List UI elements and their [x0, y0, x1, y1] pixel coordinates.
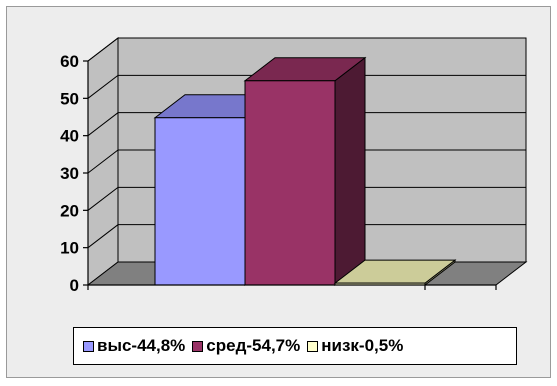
chart-legend: выс-44,8% сред-54,7% низк-0,5% — [73, 327, 517, 365]
bar-side-mid — [334, 56, 366, 287]
gridline — [87, 224, 526, 249]
y-tick-label: 50 — [60, 89, 79, 108]
legend-label-low: низк-0,5% — [321, 336, 404, 355]
bar-high — [154, 117, 246, 286]
legend-swatch-mid — [192, 340, 204, 352]
legend-item-low: низк-0,5% — [307, 336, 403, 356]
gridline — [87, 149, 526, 174]
legend-label-mid: сред-54,7% — [206, 336, 301, 355]
gridline — [87, 37, 526, 62]
y-tick-label: 0 — [70, 276, 79, 295]
y-tick-label: 40 — [60, 127, 79, 146]
gridline — [87, 74, 526, 99]
y-tick-label: 10 — [60, 239, 79, 258]
gridline — [87, 186, 526, 211]
y-tick-label: 20 — [60, 201, 79, 220]
legend-item-mid: сред-54,7% — [192, 336, 300, 356]
legend-swatch-high — [83, 340, 94, 352]
y-tick-label: 30 — [60, 164, 79, 183]
legend-label-high: выс-44,8% — [97, 336, 186, 355]
legend-item-high: выс-44,8% — [83, 336, 185, 356]
legend-swatch-low — [307, 340, 319, 352]
gridline — [87, 112, 526, 137]
y-tick-label: 60 — [60, 52, 79, 71]
bar-mid — [244, 80, 336, 286]
